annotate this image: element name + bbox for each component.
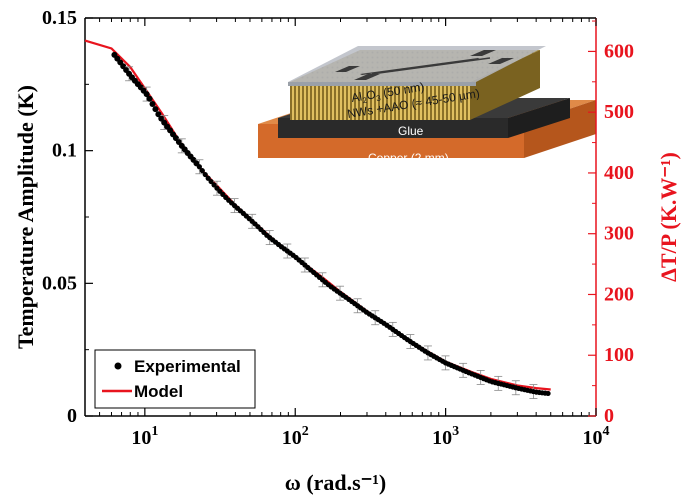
y2-tick-label-5: 500: [604, 101, 634, 123]
glue-layer-front: [278, 118, 508, 138]
legend-marker-experimental: [115, 363, 122, 370]
legend-label-experimental: Experimental: [134, 357, 241, 376]
inset-label-glue: Glue: [398, 124, 424, 138]
x-tick-label-1: 102: [282, 424, 309, 449]
y-tick-label-1: 0.05: [42, 272, 77, 294]
experimental-point: [150, 101, 156, 107]
y2-tick-label-1: 100: [604, 344, 634, 366]
x-axis-title: ω (rad.s⁻¹): [285, 470, 387, 495]
x-tick-label-3: 104: [583, 424, 610, 449]
sample-stack-inset: Al2O3 (50 nm) NWs +AAO (≈ 45-50 µm) Glue…: [258, 46, 596, 165]
y2-tick-label-3: 300: [604, 223, 634, 245]
x-tick-label-2: 103: [432, 424, 459, 449]
x-tick-label-0: 101: [131, 424, 158, 449]
y2-tick-label-0: 0: [604, 405, 614, 427]
y2-tick-label-6: 600: [604, 40, 634, 62]
y-tick-label-2: 0.1: [52, 140, 77, 162]
y2-tick-label-2: 200: [604, 283, 634, 305]
legend: Experimental Model: [95, 350, 255, 408]
experimental-point: [545, 391, 550, 396]
y2-axis-title: ΔT/P (K.W⁻¹): [656, 152, 681, 282]
y-axis-title: Temperature Amplitude (K): [13, 85, 38, 349]
inset-label-copper: Copper (2 mm): [368, 151, 449, 165]
y-tick-label-0: 0: [67, 405, 77, 427]
y-tick-label-3: 0.15: [42, 7, 77, 29]
y2-tick-label-4: 400: [604, 162, 634, 184]
experimental-point: [152, 106, 158, 112]
experimental-point: [147, 96, 153, 102]
legend-label-model: Model: [134, 382, 183, 401]
